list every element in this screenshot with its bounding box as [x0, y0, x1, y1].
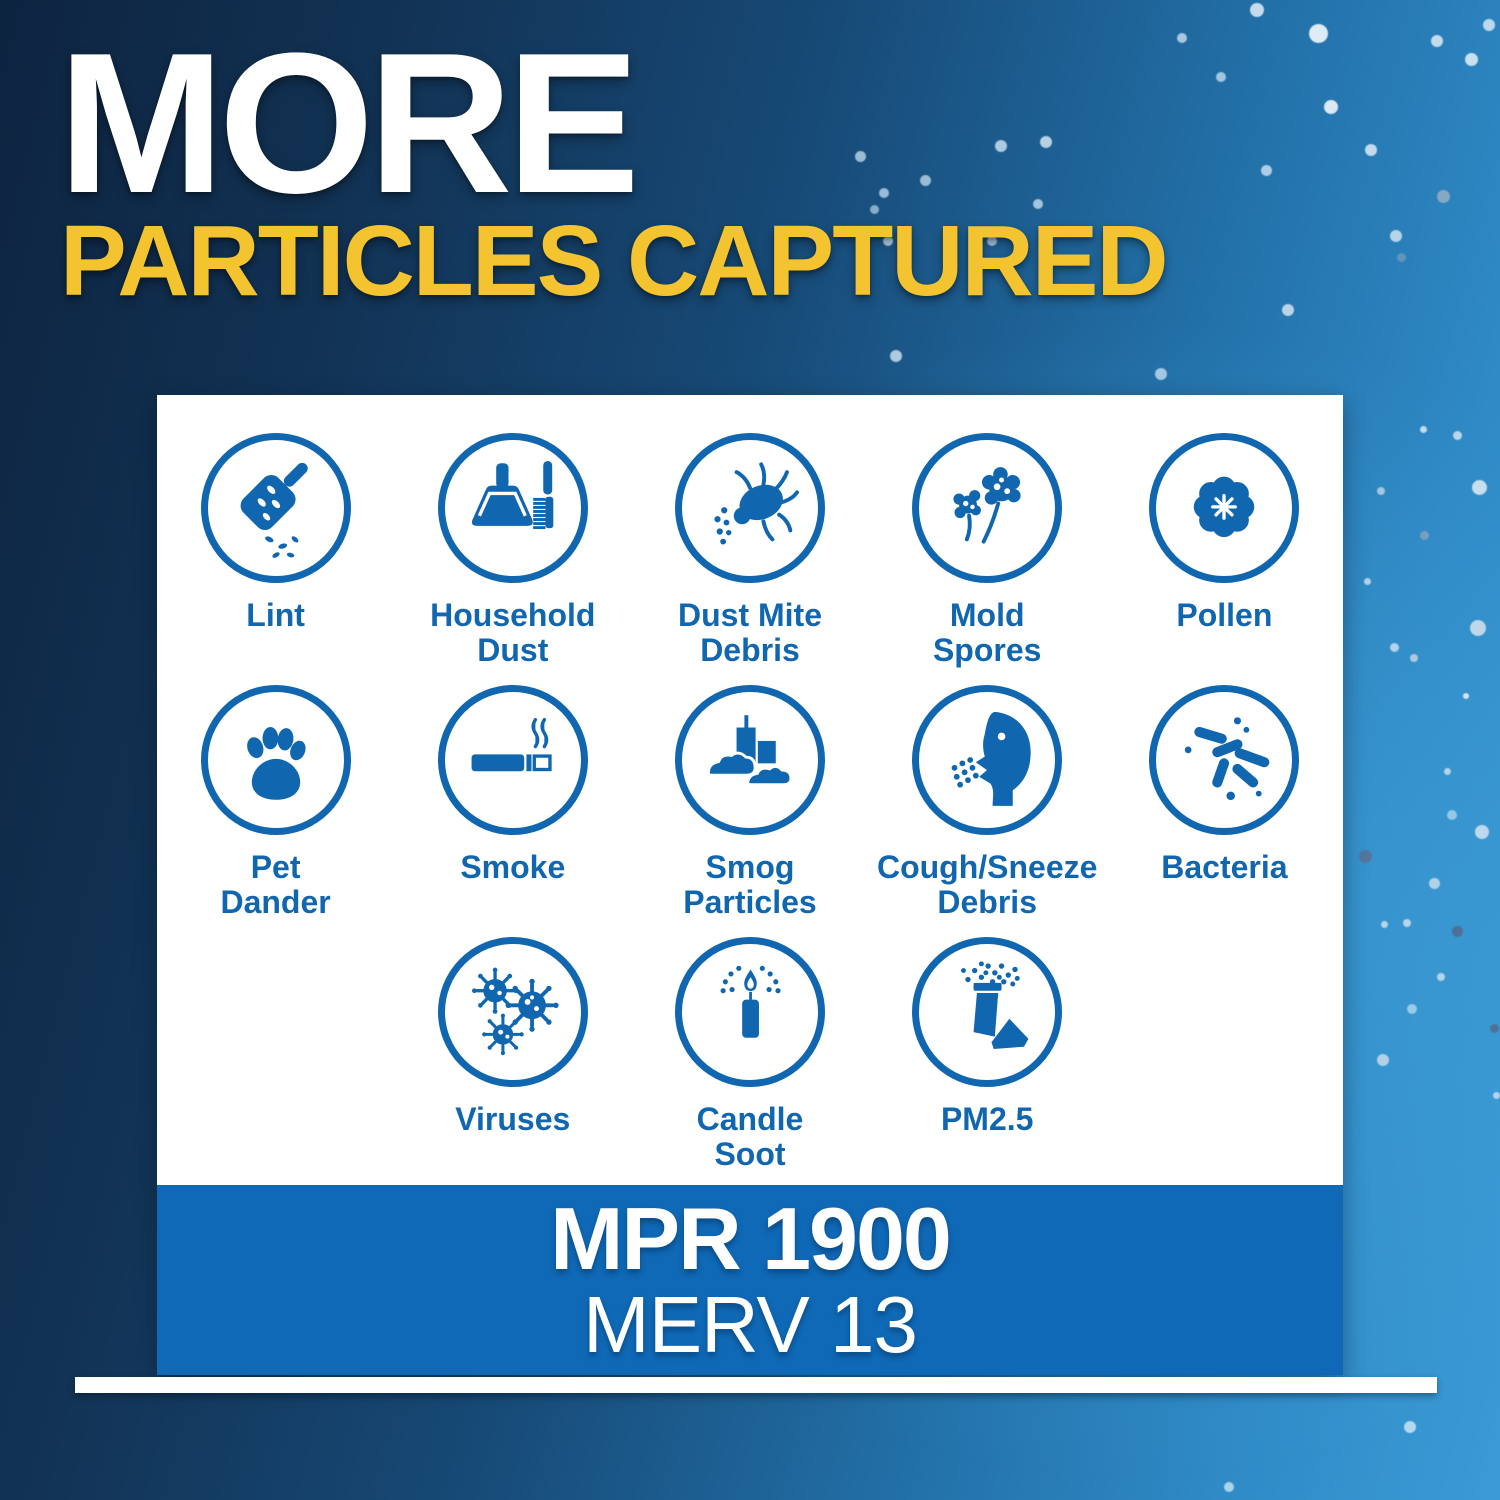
sneezing-face-icon [912, 685, 1063, 835]
particle-lint: Lint [157, 433, 394, 685]
particle-pet-dander: Pet Dander [157, 685, 394, 937]
bokeh-dot [1489, 1023, 1499, 1033]
particle-label: Mold Spores [932, 597, 1042, 668]
bokeh-dot [1377, 487, 1385, 495]
title-more: MORE [58, 12, 640, 235]
bokeh-dot [1447, 810, 1457, 820]
title-particles-captured: PARTICLES CAPTURED [60, 205, 1169, 317]
bokeh-dot [1403, 919, 1411, 927]
particle-label: Pollen [1176, 597, 1273, 633]
bokeh-dot [1260, 164, 1272, 176]
bokeh-dot [854, 150, 866, 162]
bokeh-dot [919, 174, 931, 186]
particle-label: Viruses [455, 1101, 571, 1137]
paw-print-icon [200, 685, 351, 835]
particle-mold-spores: Mold Spores [869, 433, 1106, 685]
particle-label: Dust Mite Debris [677, 597, 822, 668]
bokeh-dot [1380, 920, 1388, 928]
particle-smog: Smog Particles [631, 685, 868, 937]
bokeh-dot [1389, 642, 1399, 652]
particle-label: Household Dust [430, 597, 596, 668]
bokeh-dot [1216, 72, 1226, 82]
bokeh-dot [1419, 530, 1429, 540]
bokeh-dot [1407, 1004, 1417, 1014]
bokeh-dot [1475, 825, 1489, 839]
bokeh-dot [1471, 479, 1487, 495]
particles-card-body: Lint [157, 395, 1343, 1185]
virus-icon [437, 937, 588, 1087]
bokeh-dot [879, 188, 889, 198]
bokeh-dot [1396, 252, 1406, 262]
bokeh-dot [1410, 654, 1418, 662]
bokeh-dot [995, 140, 1007, 152]
bokeh-dot [1428, 877, 1440, 889]
bokeh-dot [1390, 230, 1402, 242]
particle-viruses: Viruses [394, 937, 631, 1185]
bokeh-dot [1464, 52, 1478, 66]
bokeh-dot [1365, 144, 1377, 156]
particles-card: Lint [157, 395, 1343, 1375]
bokeh-dot [1250, 3, 1264, 17]
bokeh-dot [1437, 973, 1445, 981]
pollen-icon [1149, 433, 1300, 583]
bokeh-dot [1419, 425, 1427, 433]
particle-pollen: Pollen [1106, 433, 1343, 685]
rating-bar: MPR 1900 MERV 13 [157, 1185, 1343, 1375]
dust-mite-icon [674, 433, 825, 583]
bokeh-dot [1363, 577, 1371, 585]
cigarette-icon [437, 685, 588, 835]
particle-bacteria: Bacteria [1106, 685, 1343, 937]
bokeh-dot [1324, 100, 1338, 114]
bokeh-dot [1224, 1482, 1234, 1492]
particle-label: Lint [246, 597, 305, 633]
particle-label: Candle Soot [696, 1101, 804, 1172]
lint-roller-icon [200, 433, 351, 583]
particle-candle-soot: Candle Soot [631, 937, 868, 1185]
particle-dust-mite: Dust Mite Debris [631, 433, 868, 685]
particle-grid: Lint [157, 395, 1343, 1185]
bokeh-dot [1155, 368, 1167, 380]
bokeh-dot [1404, 1421, 1416, 1433]
bokeh-dot [869, 204, 879, 214]
bokeh-dot [1443, 767, 1451, 775]
bokeh-dot [987, 236, 997, 246]
bokeh-dot [1451, 925, 1463, 937]
particle-label: PM2.5 [940, 1101, 1034, 1137]
bokeh-dot [1452, 430, 1462, 440]
bokeh-dot [890, 350, 902, 362]
smokestack-icon [912, 937, 1063, 1087]
bokeh-dot [1463, 693, 1469, 699]
bacteria-icon [1149, 685, 1300, 835]
particle-label: Cough/Sneeze Debris [876, 849, 1098, 920]
bokeh-dot [1436, 189, 1450, 203]
dustpan-brush-icon [437, 433, 588, 583]
particle-smoke: Smoke [394, 685, 631, 937]
bokeh-dot [1431, 35, 1443, 47]
bokeh-dot [1308, 23, 1328, 43]
particle-label: Bacteria [1161, 849, 1288, 885]
bokeh-dot [1040, 136, 1052, 148]
particle-label: Smoke [460, 849, 566, 885]
mpr-rating: MPR 1900 [550, 1189, 952, 1288]
merv-rating: MERV 13 [583, 1280, 918, 1369]
particle-pm25: PM2.5 [869, 937, 1106, 1185]
bokeh-dot [1177, 33, 1187, 43]
bokeh-dot [1492, 1091, 1500, 1099]
particle-cough-sneeze: Cough/Sneeze Debris [869, 685, 1106, 937]
bokeh-dot [1282, 304, 1294, 316]
bokeh-dot [1358, 849, 1372, 863]
bokeh-dot [883, 236, 893, 246]
bokeh-dot [1483, 19, 1495, 31]
bokeh-dot [1033, 199, 1043, 209]
bokeh-dot [1377, 1054, 1389, 1066]
smog-city-icon [674, 685, 825, 835]
particle-label: Pet Dander [220, 849, 331, 920]
bottom-accent-line [75, 1377, 1437, 1393]
particle-household-dust: Household Dust [394, 433, 631, 685]
mold-spores-icon [912, 433, 1063, 583]
bokeh-dot [1470, 620, 1486, 636]
candle-icon [674, 937, 825, 1087]
particle-label: Smog Particles [683, 849, 817, 920]
